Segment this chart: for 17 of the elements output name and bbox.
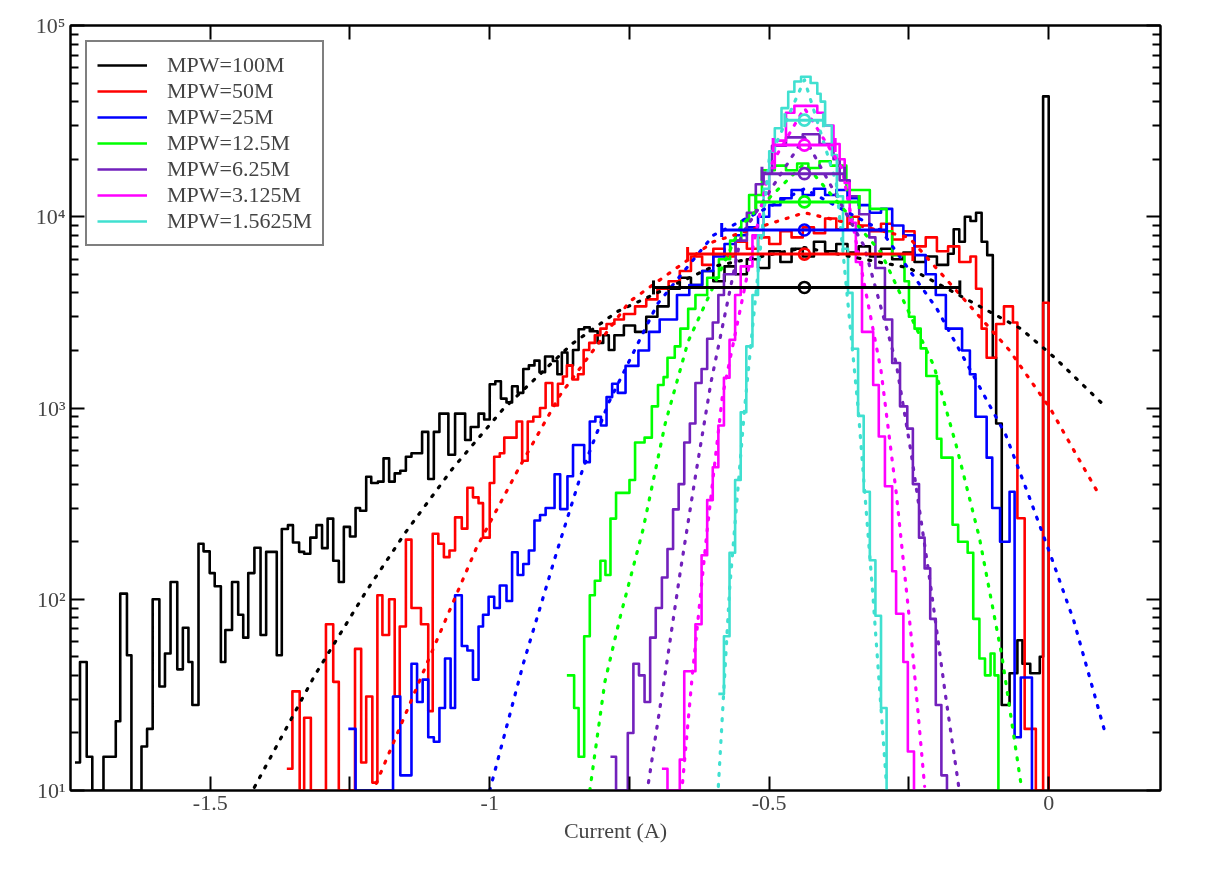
x-tick-label: -1 <box>480 789 499 815</box>
x-tick-label: -1.5 <box>192 789 228 815</box>
x-tick-label: -0.5 <box>751 789 787 815</box>
legend-label: MPW=12.5M <box>167 130 291 156</box>
y-tick-label: 10⁴ <box>35 204 66 230</box>
y-tick-label: 10² <box>36 586 66 612</box>
y-tick-label: 10¹ <box>36 778 66 803</box>
legend-label: MPW=25M <box>167 104 274 130</box>
legend-label: MPW=100M <box>167 52 285 78</box>
y-tick-label: 10⁵ <box>35 13 66 38</box>
legend-label: MPW=50M <box>167 78 274 104</box>
legend-label: MPW=1.5625M <box>167 208 313 234</box>
x-axis-title: Current (A) <box>563 817 668 843</box>
x-tick-label: 0 <box>1043 789 1055 815</box>
y-tick-label: 10³ <box>36 395 66 421</box>
legend-label: MPW=3.125M <box>167 182 302 208</box>
legend-label: MPW=6.25M <box>167 156 291 182</box>
